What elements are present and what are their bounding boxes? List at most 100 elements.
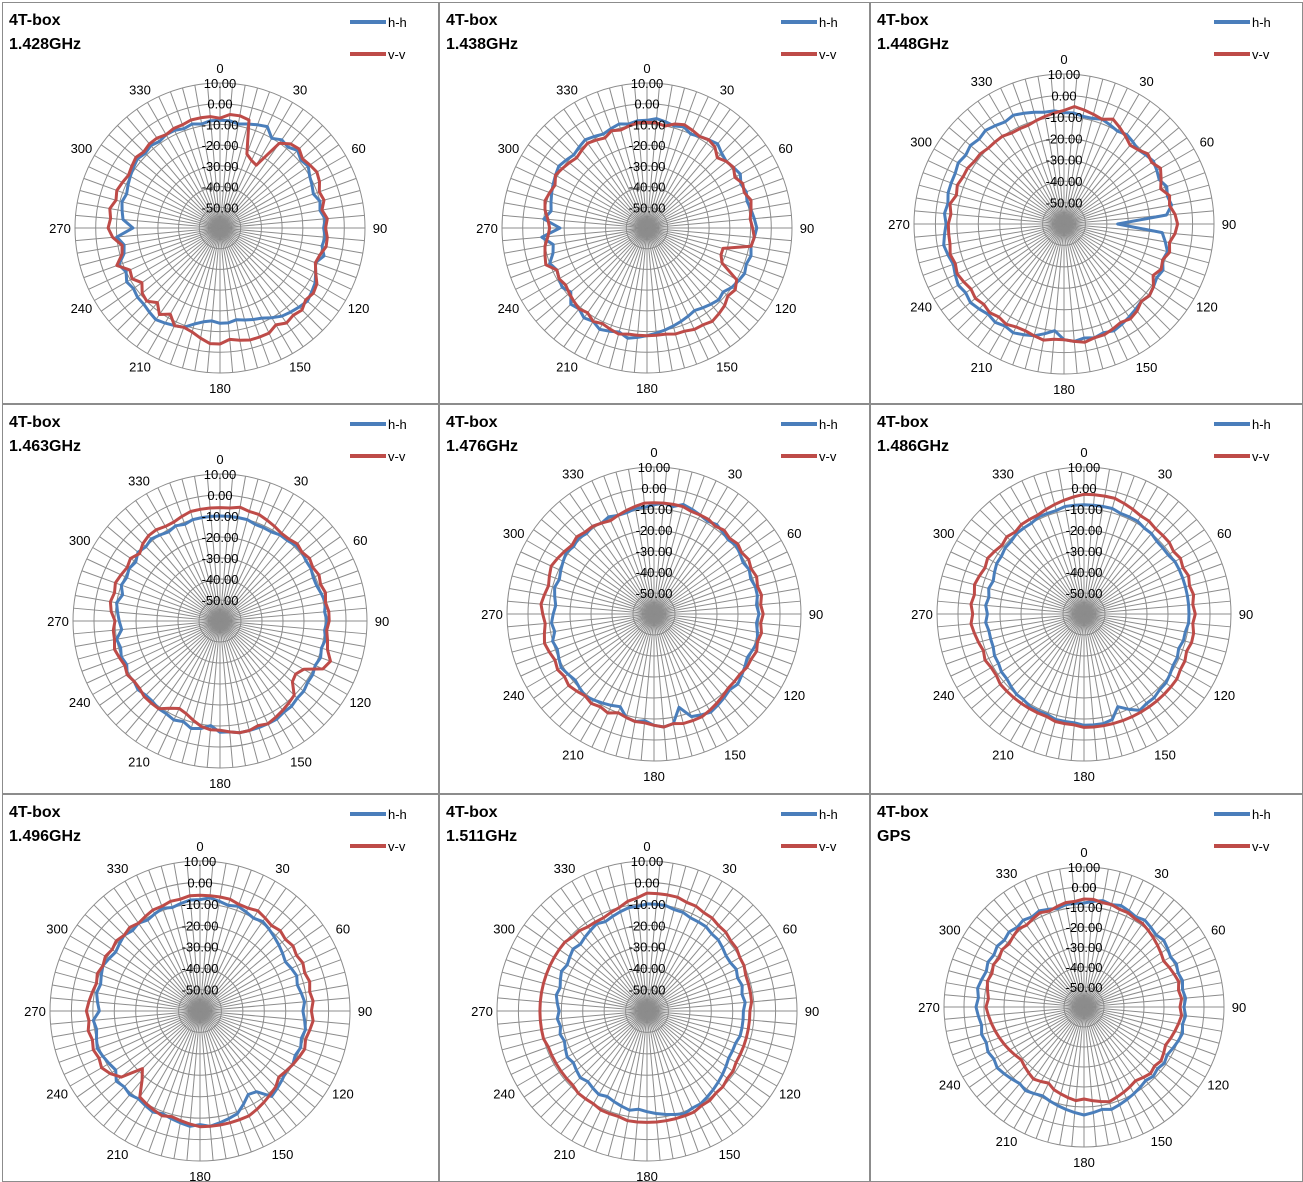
- grid-spoke: [199, 874, 264, 1012]
- legend-label: v-v: [388, 448, 406, 464]
- grid-spoke: [81, 570, 221, 622]
- grid-spoke: [501, 1010, 648, 1051]
- angle-tick-label: 210: [971, 360, 993, 375]
- grid-spoke: [646, 134, 759, 229]
- grid-spoke: [219, 620, 325, 726]
- legend-item: h-h: [350, 415, 428, 433]
- angle-tick-label: 180: [636, 1169, 658, 1182]
- grid-spoke: [1083, 1006, 1155, 1129]
- grid-spoke: [136, 874, 201, 1012]
- grid-spoke: [646, 202, 790, 229]
- grid-spoke: [1024, 78, 1065, 225]
- grid-spoke: [113, 1010, 201, 1135]
- radial-tick-label: -40.00: [182, 961, 219, 976]
- grid-spoke: [1083, 600, 1231, 615]
- grid-spoke: [939, 587, 1085, 615]
- grid-spoke: [1083, 613, 1227, 653]
- grid-spoke: [219, 476, 247, 622]
- grid-spoke: [73, 607, 221, 622]
- grid-spoke: [646, 865, 687, 1012]
- angle-tick-label: 300: [933, 526, 955, 541]
- grid-spoke: [653, 613, 749, 727]
- radial-tick-label: -30.00: [1046, 153, 1083, 168]
- angle-tick-label: 300: [910, 135, 932, 150]
- chart-title-line1: 4T-box: [9, 12, 61, 29]
- grid-spoke: [646, 924, 771, 1012]
- grid-spoke: [1047, 1006, 1085, 1143]
- grid-spoke: [646, 102, 720, 229]
- grid-spoke: [595, 1010, 648, 1153]
- radial-tick-label: -20.00: [202, 138, 239, 153]
- grid-spoke: [199, 1010, 324, 1098]
- grid-spoke: [219, 227, 346, 301]
- series-h-h-line: [91, 896, 307, 1128]
- legend-swatch: [781, 422, 817, 426]
- angle-tick-label: 150: [289, 360, 311, 375]
- grid-spoke: [219, 155, 346, 229]
- grid-spoke: [541, 519, 655, 615]
- grid-spoke: [948, 1006, 1085, 1044]
- angle-tick-label: 210: [107, 1147, 129, 1162]
- grid-spoke: [937, 613, 1085, 628]
- grid-spoke: [653, 613, 782, 688]
- radial-tick-label: -40.00: [629, 180, 666, 195]
- grid-spoke: [1063, 172, 1206, 225]
- grid-spoke: [533, 613, 655, 699]
- angle-tick-label: 60: [783, 922, 797, 937]
- radial-tick-label: 0.00: [1071, 481, 1096, 496]
- grid-spoke: [219, 620, 271, 760]
- grid-spoke: [75, 214, 221, 229]
- grid-spoke: [646, 1010, 744, 1127]
- grid-spoke: [918, 184, 1065, 225]
- angle-tick-label: 0: [1060, 52, 1067, 67]
- radial-tick-label: 0.00: [207, 97, 232, 112]
- grid-spoke: [653, 529, 775, 615]
- grid-spoke: [199, 924, 324, 1012]
- grid-spoke: [653, 563, 793, 615]
- grid-spoke: [199, 1010, 276, 1142]
- angle-tick-label: 150: [716, 360, 738, 375]
- grid-spoke: [1083, 613, 1135, 753]
- radial-tick-label: -50.00: [636, 586, 673, 601]
- grid-spoke: [549, 509, 655, 615]
- grid-spoke: [219, 516, 325, 622]
- grid-spoke: [971, 613, 1085, 709]
- legend-label: h-h: [819, 416, 838, 432]
- chart-title: 4T-box 1.428GHz: [9, 9, 81, 57]
- grid-spoke: [124, 1010, 201, 1142]
- grid-spoke: [941, 575, 1085, 615]
- grid-spoke: [117, 125, 221, 229]
- grid-spoke: [653, 613, 759, 719]
- angle-tick-label: 150: [1136, 360, 1158, 375]
- grid-spoke: [621, 227, 648, 371]
- grid-spoke: [1063, 148, 1195, 225]
- radial-tick-label: -20.00: [636, 523, 673, 538]
- grid-spoke: [1071, 1006, 1085, 1147]
- grid-spoke: [515, 563, 655, 615]
- grid-spoke: [1063, 223, 1140, 355]
- grid-spoke: [84, 1010, 201, 1108]
- grid-spoke: [199, 1010, 342, 1063]
- radial-tick-label: 0.00: [641, 481, 666, 496]
- grid-spoke: [653, 613, 717, 748]
- grid-spoke: [1033, 475, 1085, 615]
- angle-tick-label: 90: [375, 614, 389, 629]
- grid-spoke: [1063, 93, 1140, 225]
- grid-spoke: [918, 223, 1065, 264]
- grid-spoke: [1083, 575, 1227, 615]
- grid-spoke: [199, 1010, 316, 1108]
- grid-spoke: [219, 620, 359, 672]
- grid-spoke: [219, 83, 234, 229]
- legend-swatch: [781, 20, 817, 24]
- grid-spoke: [63, 947, 201, 1012]
- radar-chart-svg: 10.00 0.00 -10.00 -20.00 -30.00 -40.00 -50.00 0…: [471, 839, 819, 1182]
- grid-spoke: [76, 924, 201, 1012]
- grid-spoke: [948, 223, 1065, 321]
- grid-spoke: [544, 227, 648, 331]
- series-v-v-line: [539, 501, 765, 729]
- grid-spoke: [1083, 916, 1192, 1008]
- chart-legend: h-h v-v: [1214, 805, 1292, 869]
- grid-spoke: [199, 904, 307, 1012]
- grid-spoke: [1000, 223, 1065, 361]
- grid-spoke: [181, 478, 221, 622]
